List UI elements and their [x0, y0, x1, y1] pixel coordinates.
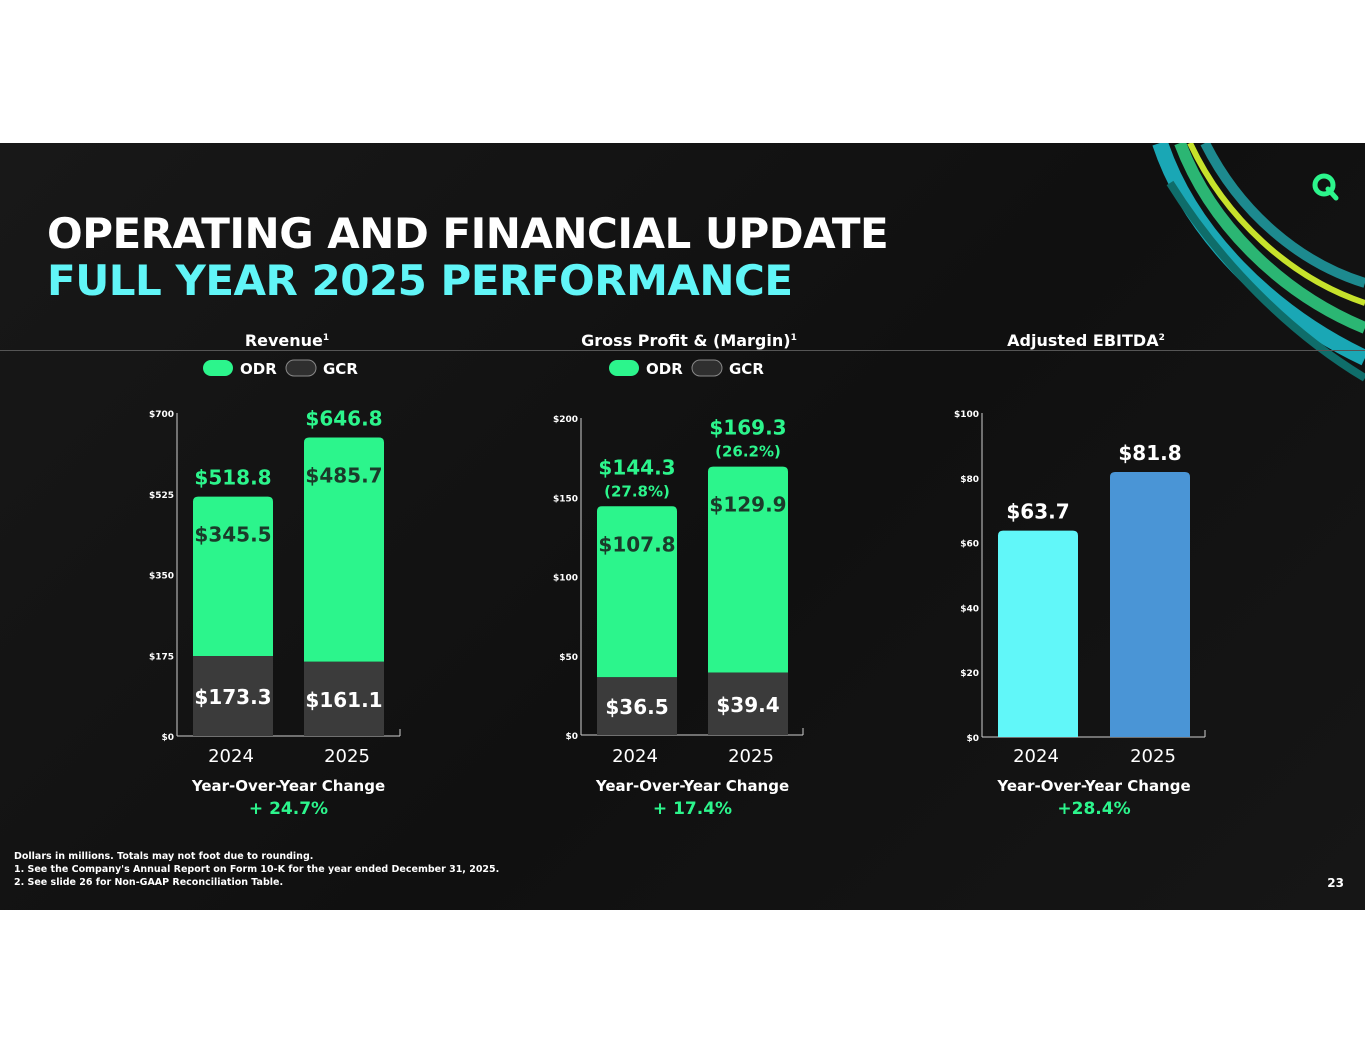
footnote-1: Dollars in millions. Totals may not foot…	[14, 851, 314, 862]
footnote-2: 1. See the Company's Annual Report on Fo…	[14, 864, 500, 875]
chart1-total-2024: $518.8	[194, 466, 271, 490]
charts-area: Revenue1 ODR GCR $0 $175 $350 $525 $700 $173.3 $3…	[149, 331, 1206, 819]
chart1-legend-gcr-swatch	[285, 359, 317, 377]
chart2-ytick-label: $50	[559, 653, 578, 663]
chart2-margin-2025: (26.2%)	[715, 443, 781, 461]
chart3-yoy-change: +28.4%	[1057, 799, 1130, 819]
chart3-category-2024: 2024	[1013, 746, 1059, 767]
chart1-ytick-label: $700	[149, 410, 174, 420]
chart3-bar-2024	[998, 530, 1078, 737]
chart1-label-odr-2024: $345.5	[194, 523, 271, 547]
chart2-bar-gcr-2025	[708, 672, 788, 735]
chart2-category-2024: 2024	[612, 746, 658, 767]
chart1-title: Revenue1	[245, 331, 329, 350]
chart3-category-2025: 2025	[1130, 746, 1176, 767]
chart2-yoy-change: + 17.4%	[653, 799, 732, 819]
chart1-yoy-change: + 24.7%	[249, 799, 328, 819]
chart3-total-2025: $81.8	[1118, 441, 1181, 465]
footnote-3: 2. See slide 26 for Non-GAAP Reconciliat…	[14, 877, 284, 888]
chart2-ytick-label: $0	[565, 732, 578, 742]
chart3-ytick-label: $80	[960, 475, 979, 485]
chart2-title: Gross Profit & (Margin)1	[581, 331, 797, 350]
chart3-ytick-label: $60	[960, 540, 979, 550]
page-number: 23	[1327, 876, 1344, 890]
chart3-bar-2025	[1110, 471, 1190, 737]
chart1-category-2025: 2025	[324, 746, 370, 767]
chart2-category-2025: 2025	[728, 746, 774, 767]
chart3-total-2024: $63.7	[1006, 500, 1069, 524]
decorative-swoosh	[1152, 143, 1365, 382]
chart1-ytick-label: $525	[149, 491, 174, 501]
chart1-legend-odr-label: ODR	[240, 360, 277, 378]
chart2-ytick-label: $100	[553, 574, 578, 584]
chart2-bar-odr-2025	[708, 466, 788, 673]
company-logo-icon	[1312, 173, 1339, 201]
chart1-bar-odr-2025	[304, 437, 384, 662]
slide-title: OPERATING AND FINANCIAL UPDATE	[47, 209, 889, 258]
chart2-total-2024: $144.3	[598, 455, 675, 479]
chart3-ytick-label: $40	[960, 604, 979, 614]
chart1-category-2024: 2024	[208, 746, 254, 767]
chart2-legend-odr-label: ODR	[646, 360, 683, 378]
chart1-bar-gcr-2025	[304, 661, 384, 736]
chart2-label-gcr-2024: $36.5	[605, 695, 668, 719]
chart2-bar-gcr-2024	[597, 677, 677, 735]
header-divider	[0, 350, 1365, 351]
chart2-total-2025: $169.3	[709, 416, 786, 440]
chart1-ytick-label: $350	[149, 572, 174, 582]
chart1-ytick-label: $175	[149, 652, 174, 662]
chart2-yoy-label: Year-Over-Year Change	[595, 777, 789, 795]
chart3-ytick-label: $0	[966, 734, 979, 744]
slide-subtitle: FULL YEAR 2025 PERFORMANCE	[47, 256, 793, 305]
chart2-legend-odr-swatch	[609, 360, 639, 376]
chart3-ytick-label: $20	[960, 669, 979, 679]
chart1-bar-gcr-2024	[193, 656, 273, 736]
chart2-bar-odr-2024	[597, 506, 677, 678]
chart2-ytick-label: $150	[553, 494, 578, 504]
chart2-label-gcr-2025: $39.4	[716, 693, 779, 717]
chart1-yoy-label: Year-Over-Year Change	[191, 777, 385, 795]
chart1-label-gcr-2024: $173.3	[194, 685, 271, 709]
chart1-legend-odr-swatch	[203, 360, 233, 376]
chart1-total-2025: $646.8	[305, 407, 382, 431]
chart1-bar-odr-2024	[193, 496, 273, 657]
chart3-title: Adjusted EBITDA2	[1007, 331, 1165, 350]
chart2-legend-gcr-label: GCR	[729, 360, 764, 378]
chart2-label-odr-2025: $129.9	[709, 493, 786, 517]
chart1-label-gcr-2025: $161.1	[305, 688, 382, 712]
chart1-label-odr-2025: $485.7	[305, 464, 382, 488]
chart3-yoy-label: Year-Over-Year Change	[996, 777, 1190, 795]
slide: OPERATING AND FINANCIAL UPDATE FULL YEAR…	[0, 143, 1365, 910]
chart2-ytick-label: $200	[553, 415, 578, 425]
chart2-legend-gcr-swatch	[691, 359, 723, 377]
chart3-ytick-label: $100	[954, 410, 979, 420]
chart1-legend-gcr-label: GCR	[323, 360, 358, 378]
chart2-margin-2024: (27.8%)	[604, 482, 670, 500]
chart2-label-odr-2024: $107.8	[598, 532, 675, 556]
chart1-ytick-label: $0	[161, 733, 174, 743]
